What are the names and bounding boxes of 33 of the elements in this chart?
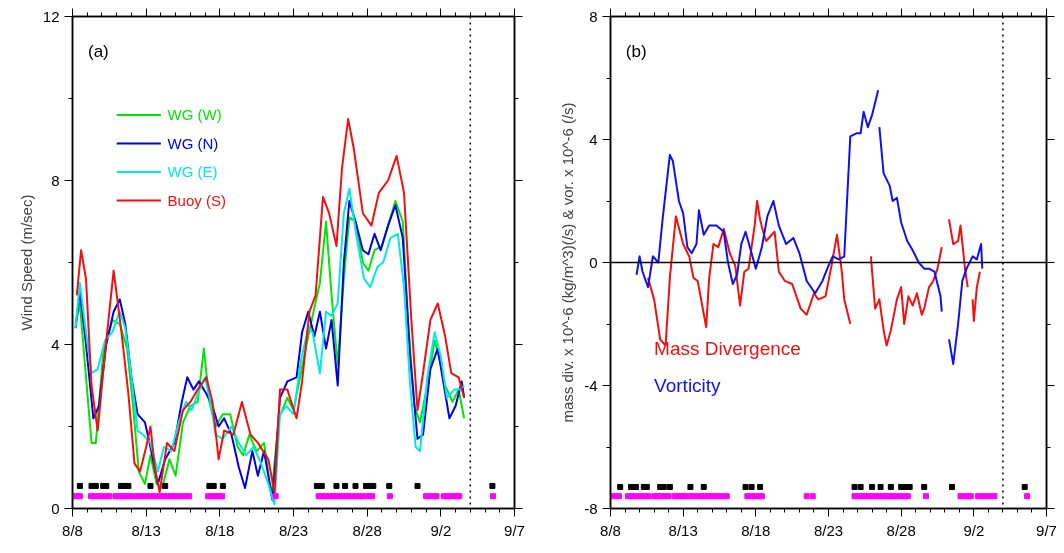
x-tick-label: 8/8 [62, 521, 83, 539]
x-tick-label: 8/28 [886, 521, 916, 539]
y-tick-label: -4 [584, 376, 598, 394]
x-tick-label: 8/23 [813, 521, 844, 539]
x-tick-label: 9/7 [1036, 521, 1057, 539]
annotation: (a) [87, 41, 109, 61]
x-tick-label: 8/13 [131, 521, 161, 539]
series-label: Mass Divergence [654, 338, 801, 360]
legend-label: WG (N) [167, 134, 219, 152]
y-axis-title: mass div. x 10^-6 (kg/m^3)(/s) & vor. x 10^-6 (/s) [559, 102, 577, 423]
y-tick-label: 0 [51, 499, 60, 517]
x-tick-label: 9/2 [963, 521, 985, 539]
x-tick-label: 8/23 [278, 521, 309, 539]
y-tick-label: 12 [42, 7, 60, 25]
y-tick-label: 8 [51, 171, 60, 189]
legend-label: WG (E) [167, 163, 218, 181]
y-tick-label: 0 [589, 253, 598, 271]
x-tick-label: 8/18 [205, 521, 235, 539]
x-tick-label: 8/13 [668, 521, 698, 539]
y-tick-label: 8 [589, 7, 598, 25]
x-tick-label: 8/18 [741, 521, 771, 539]
x-tick-label: 8/8 [600, 521, 621, 539]
legend-label: Buoy (S) [167, 192, 226, 210]
y-tick-label: 4 [51, 335, 60, 353]
x-tick-label: 9/2 [430, 521, 452, 539]
x-tick-label: 9/7 [504, 521, 525, 539]
text: Vorticity [654, 375, 722, 396]
y-tick-label: 4 [589, 130, 598, 148]
legend-label: WG (W) [167, 106, 222, 124]
annotation: (b) [625, 41, 647, 61]
x-tick-label: 8/28 [352, 521, 382, 539]
y-axis-title: Wind Speed (m/sec) [17, 194, 35, 331]
y-tick-label: -8 [584, 499, 598, 517]
